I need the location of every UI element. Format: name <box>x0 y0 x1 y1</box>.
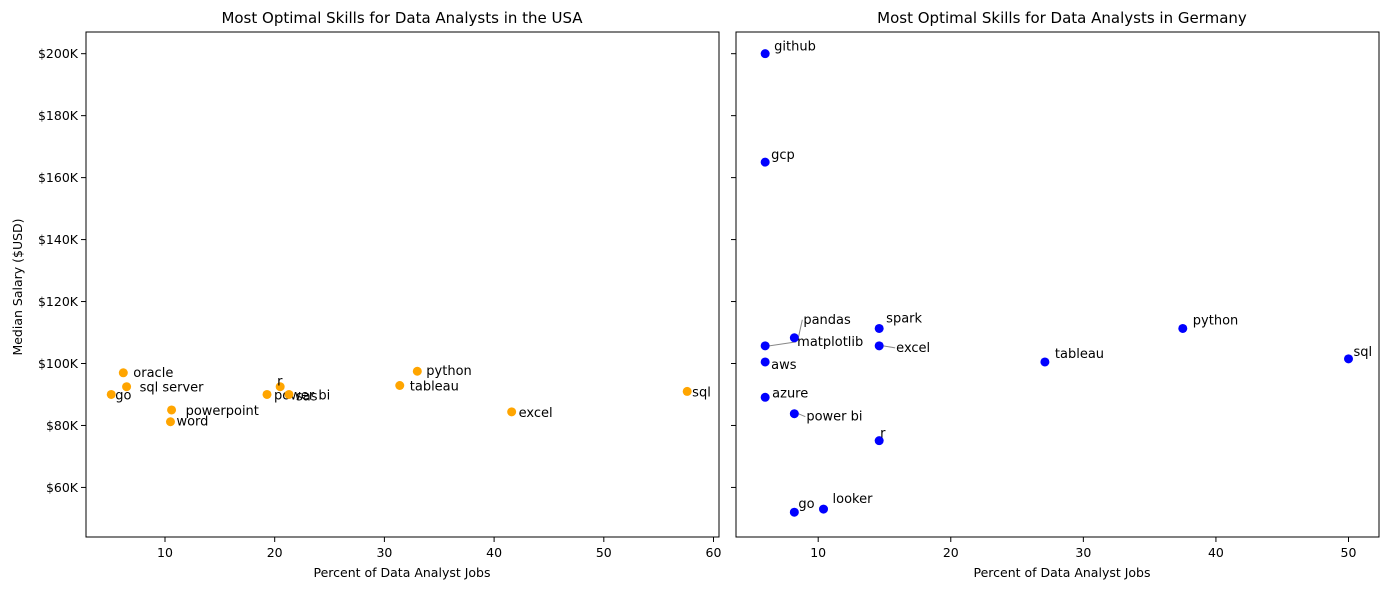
usa-point-go <box>106 389 116 399</box>
usa-x-tick-label: 30 <box>376 545 392 560</box>
de-point-label: python <box>1193 313 1238 328</box>
usa-y-tick-label: $100K <box>38 356 79 371</box>
usa-point-label: excel <box>519 406 553 421</box>
usa-point-sas <box>284 389 294 399</box>
de-point-label: matplotlib <box>797 335 863 350</box>
chart-germany-y-axis-ticks <box>731 53 736 488</box>
de-point-github <box>760 49 770 59</box>
de-point-go <box>789 507 799 517</box>
de-x-tick-label: 30 <box>1075 545 1091 560</box>
usa-point-word <box>165 417 175 427</box>
usa-y-tick-label: $160K <box>38 170 79 185</box>
usa-point-oracle <box>118 368 128 378</box>
usa-point-label: r <box>277 375 283 390</box>
chart-usa-x-axis-ticks: 10 20 30 40 50 60 <box>157 537 722 560</box>
de-point-r <box>874 436 884 446</box>
de-point-looker <box>819 504 829 514</box>
de-leader-power-bi <box>798 413 806 418</box>
de-point-pandas <box>789 333 799 343</box>
usa-x-tick-label: 60 <box>706 545 722 560</box>
usa-point-label: sas <box>296 389 318 404</box>
de-x-tick-label: 40 <box>1208 545 1224 560</box>
de-point-tableau <box>1040 357 1050 367</box>
usa-x-tick-label: 40 <box>486 545 502 560</box>
usa-point-r <box>275 382 285 392</box>
usa-y-tick-label: $180K <box>38 108 79 123</box>
chart-germany-xlabel: Percent of Data Analyst Jobs <box>973 565 1150 580</box>
de-point-label: power bi <box>806 410 862 425</box>
usa-y-tick-label: $60K <box>46 480 79 495</box>
de-point-excel <box>874 341 884 351</box>
usa-point-label: sql <box>692 385 711 400</box>
de-leader-matplotlib <box>769 341 797 347</box>
usa-point-label: sql server <box>140 381 205 396</box>
de-point-label: go <box>798 497 814 512</box>
usa-point-label: go <box>115 388 131 403</box>
de-point-matplotlib <box>760 341 770 351</box>
de-point-aws <box>760 357 770 367</box>
chart-usa-ylabel: Median Salary ($USD) <box>10 218 25 355</box>
de-point-label: sql <box>1354 345 1373 360</box>
de-point-power-bi <box>789 409 799 419</box>
usa-point-label: tableau <box>410 380 459 395</box>
de-point-label: azure <box>772 386 808 401</box>
de-point-label: aws <box>771 358 797 373</box>
de-point-spark <box>874 323 884 333</box>
usa-point-label: word <box>176 415 208 430</box>
usa-point-label: oracle <box>133 366 173 381</box>
de-point-gcp <box>760 157 770 167</box>
de-point-label: gcp <box>771 148 795 163</box>
chart-usa-xlabel: Percent of Data Analyst Jobs <box>313 565 490 580</box>
usa-x-tick-label: 20 <box>267 545 283 560</box>
de-point-label: github <box>774 40 816 55</box>
chart-germany-leader-lines <box>769 319 896 418</box>
chart-usa-y-axis-ticks: $60K $80K $100K $120K $140K $160K $180K $200K <box>38 46 86 495</box>
usa-y-tick-label: $200K <box>38 46 79 61</box>
usa-point-powerpoint <box>167 405 177 415</box>
de-point-azure <box>760 392 770 402</box>
de-point-label: tableau <box>1055 347 1104 362</box>
usa-point-python <box>412 366 422 376</box>
de-leader-excel <box>883 345 896 349</box>
usa-point-power-bi <box>262 389 272 399</box>
de-point-label: spark <box>886 311 922 326</box>
de-point-label: pandas <box>803 313 851 328</box>
de-leader-pandas <box>797 319 803 338</box>
usa-point-label: python <box>426 364 471 379</box>
de-point-label: r <box>880 427 886 442</box>
chart-germany-points: github gcp pandas matplotlib spark excel aws py… <box>760 40 1373 517</box>
de-point-python <box>1178 323 1188 333</box>
chart-usa-plot-frame <box>85 31 720 538</box>
usa-point-sql <box>682 386 692 396</box>
usa-x-tick-label: 10 <box>157 545 173 560</box>
usa-x-tick-label: 50 <box>596 545 612 560</box>
usa-point-sql-server <box>122 382 132 392</box>
de-x-tick-label: 10 <box>810 545 826 560</box>
de-x-tick-label: 50 <box>1341 545 1357 560</box>
usa-y-tick-label: $80K <box>46 418 79 433</box>
usa-y-tick-label: $120K <box>38 294 79 309</box>
chart-germany-title: Most Optimal Skills for Data Analysts in… <box>877 9 1247 27</box>
chart-usa: Most Optimal Skills for Data Analysts in… <box>10 9 722 580</box>
usa-point-excel <box>507 407 517 417</box>
chart-germany-plot-frame <box>735 31 1380 538</box>
usa-point-tableau <box>395 381 405 390</box>
chart-germany: Most Optimal Skills for Data Analysts in… <box>731 9 1380 580</box>
de-point-sql <box>1344 354 1354 364</box>
de-point-label: looker <box>833 492 874 507</box>
de-point-label: excel <box>896 341 930 356</box>
chart-usa-title: Most Optimal Skills for Data Analysts in… <box>221 9 583 27</box>
usa-point-label: powerpoint <box>186 404 259 419</box>
chart-germany-x-axis-ticks: 10 20 30 40 50 <box>810 537 1357 560</box>
usa-y-tick-label: $140K <box>38 232 79 247</box>
de-x-tick-label: 20 <box>943 545 959 560</box>
